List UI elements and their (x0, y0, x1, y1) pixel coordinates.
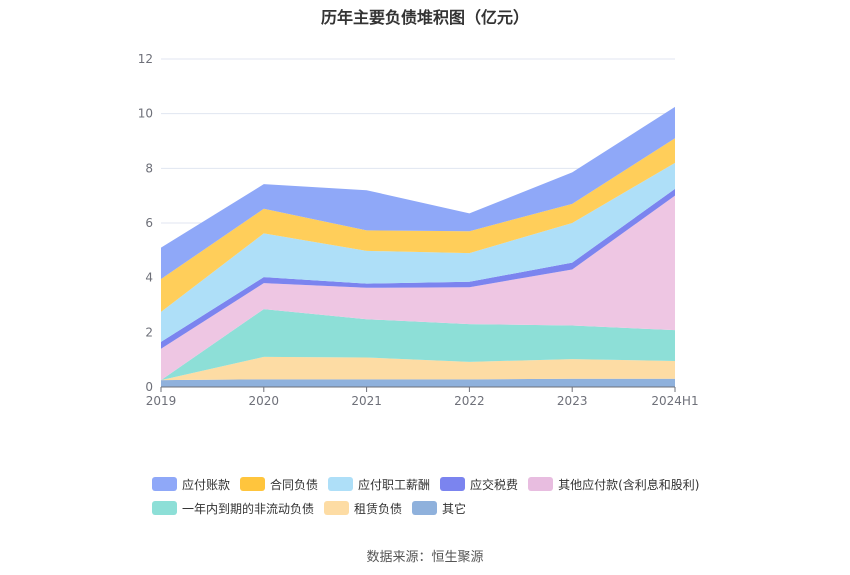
area-3 (161, 195, 675, 381)
legend-swatch (440, 477, 466, 491)
legend-label: 应付账款 (182, 477, 231, 492)
legend-item[interactable]: 应交税费 (440, 476, 518, 493)
legend-label: 租赁负债 (354, 501, 403, 516)
legend-item[interactable]: 一年内到期的非流动负债 (152, 500, 314, 517)
legend-row: 应付账款 合同负债 应付职工薪酬 应交税费 其他应付款(含利息和股利) (152, 472, 752, 496)
area-6 (161, 138, 675, 312)
x-tick-label: 2019 (146, 394, 177, 408)
legend-swatch (324, 501, 350, 515)
legend-swatch (528, 477, 554, 491)
legend-label: 应交税费 (470, 477, 519, 492)
legend-label: 合同负债 (270, 477, 319, 492)
x-tick-label: 2024H1 (651, 394, 698, 408)
y-tick-label: 6 (145, 216, 153, 230)
area-1 (161, 356, 675, 381)
legend-item[interactable]: 合同负债 (240, 476, 318, 493)
legend-swatch (152, 501, 177, 515)
area-5 (161, 162, 675, 342)
legend-swatch (412, 501, 438, 515)
x-tick-label: 2021 (351, 394, 382, 408)
legend-item[interactable]: 应付账款 (152, 476, 230, 493)
area-2 (161, 309, 675, 381)
area-0 (161, 378, 675, 387)
legend-label: 应付职工薪酬 (358, 477, 431, 492)
legend-label: 其他应付款(含利息和股利) (558, 477, 700, 492)
legend-item[interactable]: 应付职工薪酬 (328, 476, 430, 493)
legend-label: 其它 (442, 501, 467, 516)
legend-swatch (328, 477, 354, 491)
x-tick-label: 2020 (249, 394, 280, 408)
legend-item[interactable]: 租赁负债 (324, 500, 402, 517)
y-tick-label: 2 (145, 325, 153, 339)
x-tick-label: 2023 (557, 394, 588, 408)
legend-row: 一年内到期的非流动负债 租赁负债 其它 (152, 496, 752, 520)
area-4 (161, 188, 675, 349)
area-series (161, 106, 675, 387)
y-tick-label: 0 (145, 380, 153, 394)
axes: 0 2 4 6 8 10 12 2019 2020 2021 2022 2023 2024H1 (138, 52, 699, 408)
legend-swatch (152, 477, 177, 491)
y-tick-label: 4 (145, 271, 153, 285)
legend-label: 一年内到期的非流动负债 (182, 501, 315, 516)
y-tick-label: 8 (145, 161, 153, 175)
legend-item[interactable]: 其他应付款(含利息和股利) (528, 476, 699, 493)
chart-title: 历年主要负债堆积图（亿元） (320, 8, 529, 27)
legend-item[interactable]: 其它 (412, 500, 466, 517)
area-7 (161, 106, 675, 280)
source-note: 数据来源：恒生聚源 (366, 550, 484, 565)
legend-swatch (240, 477, 266, 491)
legend: 应付账款 合同负债 应付职工薪酬 应交税费 其他应付款(含利息和股利) 一年内到期的非流… (152, 472, 752, 520)
y-tick-label: 10 (138, 107, 153, 121)
y-tick-label: 12 (138, 52, 153, 66)
x-tick-label: 2022 (454, 394, 485, 408)
